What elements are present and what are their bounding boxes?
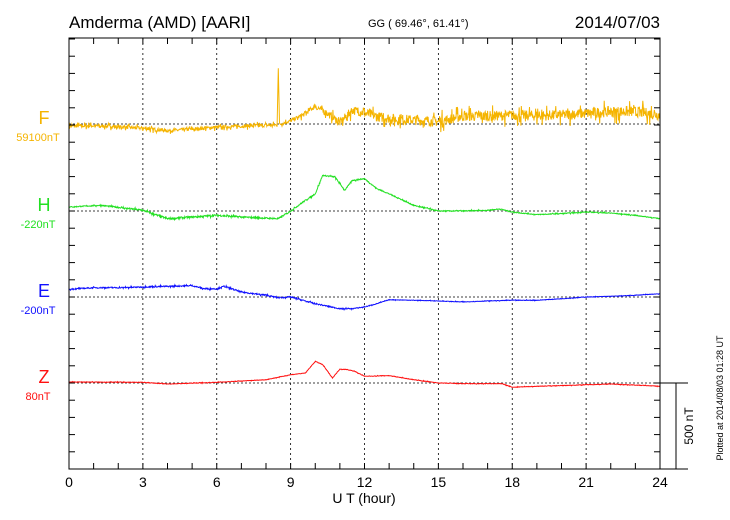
grid xyxy=(69,38,660,469)
x-tick-label: 6 xyxy=(213,474,221,490)
series-label-f: F xyxy=(39,108,50,128)
x-tick-label: 18 xyxy=(504,474,520,490)
scale-bar-label: 500 nT xyxy=(682,407,696,445)
series-label-h: H xyxy=(38,195,51,215)
coordinates: GG ( 69.46°, 61.41°) xyxy=(368,18,469,30)
x-tick-label: 9 xyxy=(287,474,295,490)
scale-bar: 500 nT xyxy=(660,383,696,469)
x-tick-label: 3 xyxy=(139,474,147,490)
baseline-value-h: -220nT xyxy=(21,219,56,231)
baseline-value-z: 80nT xyxy=(25,391,50,403)
x-axis-label: U T (hour) xyxy=(332,490,395,506)
plotted-timestamp: Plotted at 2014/08/03 01:28 UT xyxy=(715,335,725,461)
axes: 0 3 6 9 12 15 18 21 24 xyxy=(65,38,668,490)
series-labels: F 59100nT H -220nT E -200nT Z 80nT xyxy=(16,108,60,403)
date: 2014/07/03 xyxy=(575,13,660,32)
baseline-value-f: 59100nT xyxy=(16,132,60,144)
station-title: Amderma (AMD) [AARI] xyxy=(69,13,250,32)
x-tick-label: 15 xyxy=(431,474,447,490)
x-tick-label: 21 xyxy=(578,474,594,490)
series-label-z: Z xyxy=(39,367,50,387)
x-tick-label: 12 xyxy=(357,474,373,490)
series-label-e: E xyxy=(38,281,50,301)
baseline-value-e: -200nT xyxy=(21,305,56,317)
x-tick-label: 24 xyxy=(652,474,668,490)
x-tick-label: 0 xyxy=(65,474,73,490)
magnetogram-chart: Amderma (AMD) [AARI] GG ( 69.46°, 61.41°… xyxy=(0,0,730,520)
